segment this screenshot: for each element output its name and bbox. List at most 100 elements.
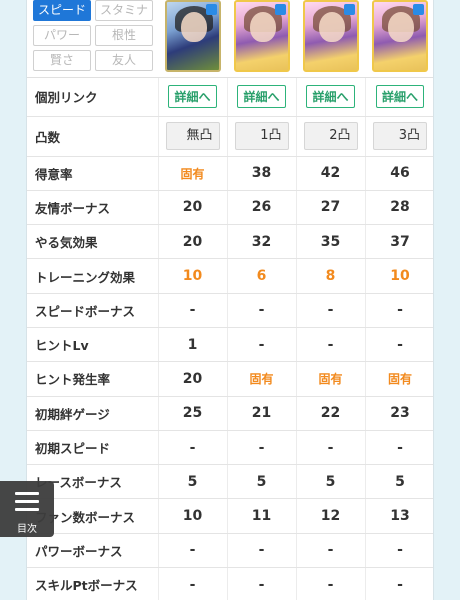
stat-row: レースボーナス 5 5 5 5 (27, 464, 433, 500)
uncap-selector[interactable]: 1凸 (234, 122, 289, 150)
stat-label: 友情ボーナス (27, 190, 159, 226)
speed-type-icon (275, 4, 286, 15)
stat-value: 23 (365, 396, 433, 431)
stat-value: - (227, 293, 297, 328)
stat-value: 32 (227, 224, 297, 260)
stats-table: 個別リンク 詳細へ 詳細へ 詳細へ 詳細へ 凸数 無凸 1凸 2凸 3凸 得意率… (27, 78, 433, 600)
stat-row: ファン数ボーナス 10 11 12 13 (27, 498, 433, 534)
stat-value: - (227, 430, 297, 466)
detail-link-button[interactable]: 詳細へ (306, 85, 355, 109)
hamburger-menu-icon (15, 492, 39, 516)
stat-value: - (365, 430, 433, 466)
stat-value: - (158, 567, 228, 600)
stat-row: スピードボーナス - - - - (27, 293, 433, 328)
stat-value: 10 (158, 258, 228, 294)
stat-value: - (227, 327, 297, 363)
stat-value: 26 (227, 190, 297, 226)
filter-power[interactable]: パワー (33, 25, 91, 46)
stat-label: トレーニング効果 (27, 258, 159, 294)
stat-value: 5 (227, 464, 297, 500)
stat-value: 37 (365, 224, 433, 260)
support-card-thumbnail[interactable] (303, 0, 359, 72)
support-card-thumbnail[interactable] (165, 0, 221, 72)
stat-label: スピードボーナス (27, 293, 159, 328)
stat-value: 38 (227, 156, 297, 191)
comparison-page: スピード スタミナ パワー 根性 賢さ 友人 個別リンク 詳細へ 詳細へ 詳細へ… (26, 0, 434, 600)
stat-label: ヒント発生率 (27, 361, 159, 397)
stat-label: ヒントLv (27, 327, 159, 363)
speed-type-icon (206, 4, 217, 15)
stat-label: やる気効果 (27, 224, 159, 260)
stat-value: - (365, 327, 433, 363)
stat-row: ヒントLv 1- - - (27, 327, 433, 363)
stat-value: 5 (296, 464, 366, 500)
stat-value: 5 (158, 464, 228, 500)
stat-row: スキルPtボーナス - - - - (27, 567, 433, 600)
stat-row: 初期絆ゲージ 25 21 22 23 (27, 396, 433, 431)
speed-type-icon (344, 4, 355, 15)
stat-value: 25 (158, 396, 228, 431)
stat-value: - (365, 533, 433, 569)
support-card-thumbnail[interactable] (372, 0, 428, 72)
table-of-contents-button[interactable]: 目次 (0, 481, 54, 537)
stat-row: トレーニング効果 10 6 8 10 (27, 258, 433, 294)
stat-value: 35 (296, 224, 366, 260)
stat-value: - (365, 293, 433, 328)
stat-row: 友情ボーナス 20 26 27 28 (27, 190, 433, 226)
stat-value: 28 (365, 190, 433, 226)
stat-value: 20 (158, 224, 228, 260)
filter-guts[interactable]: 根性 (95, 25, 153, 46)
filter-stamina[interactable]: スタミナ (95, 0, 153, 21)
stat-value: 12 (296, 498, 366, 534)
stat-value: 20 (158, 190, 228, 226)
uncap-selector[interactable]: 無凸 (165, 122, 220, 150)
stat-value: - (227, 533, 297, 569)
filter-wisdom[interactable]: 賢さ (33, 50, 91, 71)
filter-friend[interactable]: 友人 (95, 50, 153, 71)
stat-value: 13 (365, 498, 433, 534)
support-card-thumbnail[interactable] (234, 0, 290, 72)
stat-value: 固有 (365, 361, 433, 397)
stat-value: - (227, 567, 297, 600)
speed-type-icon (413, 4, 424, 15)
stat-value: - (296, 567, 366, 600)
stat-row: 初期スピード - - - - (27, 430, 433, 466)
stat-label: 得意率 (27, 156, 159, 191)
stat-value: 固有 (227, 361, 297, 397)
stat-row: やる気効果 20 32 35 37 (27, 224, 433, 260)
detail-link-button[interactable]: 詳細へ (168, 85, 217, 109)
filter-speed[interactable]: スピード (33, 0, 91, 21)
stat-value: - (158, 430, 228, 466)
stat-label: 初期スピード (27, 430, 159, 466)
row-label: 個別リンク (27, 78, 159, 117)
type-filter-grid: スピード スタミナ パワー 根性 賢さ 友人 (33, 0, 155, 71)
stat-label: スキルPtボーナス (27, 567, 159, 600)
stat-row: パワーボーナス - - - - (27, 533, 433, 569)
link-row: 個別リンク 詳細へ 詳細へ 詳細へ 詳細へ (27, 78, 433, 117)
row-label: 凸数 (27, 116, 159, 157)
stat-row: ヒント発生率 20 固有 固有 固有 (27, 361, 433, 397)
stat-value: - (158, 293, 228, 328)
stat-value: 8 (296, 258, 366, 294)
uncap-selector[interactable]: 3凸 (373, 122, 427, 150)
stat-value: 固有 (158, 156, 228, 191)
stat-value: - (158, 533, 228, 569)
stat-value: - (296, 327, 366, 363)
stat-value: - (296, 430, 366, 466)
detail-link-button[interactable]: 詳細へ (237, 85, 286, 109)
stat-value: - (296, 293, 366, 328)
toc-label: 目次 (17, 524, 37, 535)
stat-value: 5 (365, 464, 433, 500)
stat-label: 初期絆ゲージ (27, 396, 159, 431)
detail-link-button[interactable]: 詳細へ (375, 85, 424, 109)
stat-value: 6 (227, 258, 297, 294)
stat-value: - (365, 567, 433, 600)
stat-value: - (296, 533, 366, 569)
uncap-row: 凸数 無凸 1凸 2凸 3凸 (27, 116, 433, 157)
uncap-selector[interactable]: 2凸 (303, 122, 358, 150)
stat-value: 10 (158, 498, 228, 534)
stat-value: 11 (227, 498, 297, 534)
stat-value: 1 (158, 327, 228, 363)
stat-value: 22 (296, 396, 366, 431)
stat-value: 20 (158, 361, 228, 397)
